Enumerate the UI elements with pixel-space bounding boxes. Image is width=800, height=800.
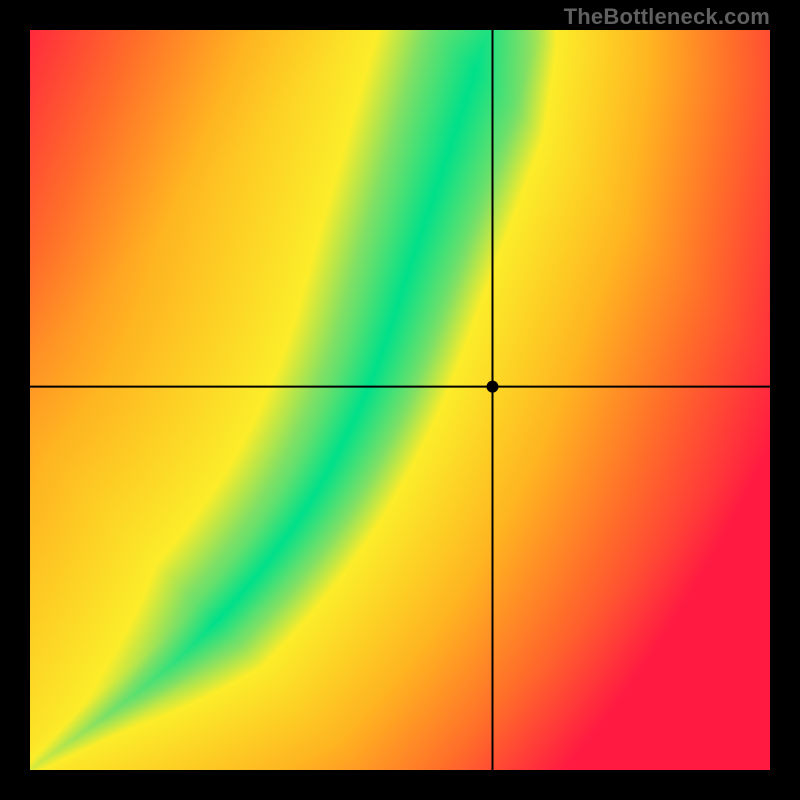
plot-area [30,30,770,770]
heatmap-canvas [30,30,770,770]
watermark-text: TheBottleneck.com [564,4,770,30]
chart-container: TheBottleneck.com [0,0,800,800]
